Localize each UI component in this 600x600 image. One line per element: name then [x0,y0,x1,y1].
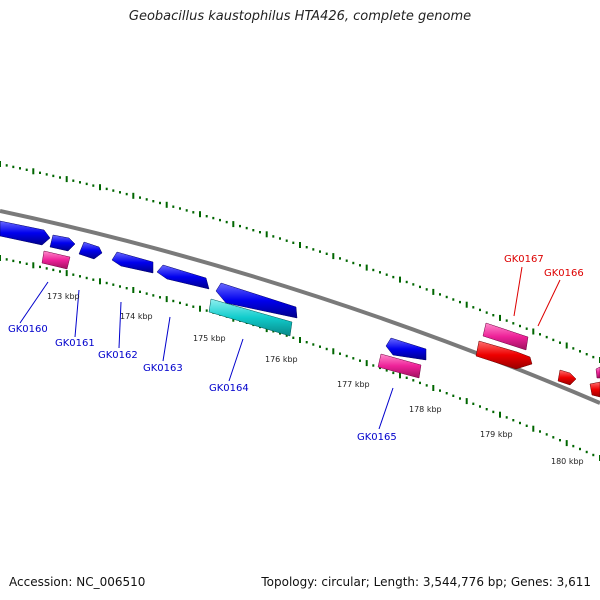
rna-feature[interactable] [482,322,529,351]
rna-feature[interactable] [41,250,71,270]
gene-arrow[interactable] [595,366,600,379]
gene-arrow[interactable] [557,369,577,386]
outer-tick-ring [0,161,600,363]
gene-arrow[interactable] [78,241,103,260]
gene-arrow[interactable] [589,381,600,398]
forward-strand-features [0,220,427,361]
gene-label-gk0160[interactable]: GK0160 [8,324,48,335]
gene-arrow[interactable] [156,264,210,290]
gene-arrow[interactable] [215,282,298,319]
gene-label-gk0162[interactable]: GK0162 [98,350,138,361]
gene-labels: GK0160 GK0161 GK0162 GK0163 GK0164 GK016… [8,254,584,443]
gene-label-gk0167[interactable]: GK0167 [504,254,544,265]
gene-arrow[interactable] [475,340,533,370]
gene-label-gk0166[interactable]: GK0166 [544,268,584,279]
rna-feature[interactable] [208,298,293,337]
accession-text: Accession: NC_006510 [9,575,146,589]
tick-label: 178 kbp [409,405,442,414]
tick-label: 176 kbp [265,355,298,364]
genome-backbone [0,209,600,405]
gene-label-leaders [19,266,561,430]
gene-label-gk0165[interactable]: GK0165 [357,432,397,443]
tick-label: 177 kbp [337,380,370,389]
gene-arrow[interactable] [111,251,154,274]
gene-arrow[interactable] [0,220,51,246]
kbp-tick-labels: 173 kbp 174 kbp 175 kbp 176 kbp 177 kbp … [47,292,584,466]
tick-label: 173 kbp [47,292,80,301]
gene-arrow[interactable] [49,234,76,252]
gene-label-gk0163[interactable]: GK0163 [143,363,183,374]
gene-arrow[interactable] [385,337,427,361]
topology-text: Topology: circular; Length: 3,544,776 bp… [261,575,591,589]
tick-label: 179 kbp [480,430,513,439]
red-features [475,340,600,398]
rna-feature[interactable] [377,353,422,379]
tick-label: 175 kbp [193,334,226,343]
gene-label-gk0161[interactable]: GK0161 [55,338,95,349]
tick-label: 174 kbp [120,312,153,321]
tick-label: 180 kbp [551,457,584,466]
rna-features [41,250,529,379]
map-title: Geobacillus kaustophilus HTA426, complet… [128,9,472,24]
gene-label-gk0164[interactable]: GK0164 [209,383,249,394]
